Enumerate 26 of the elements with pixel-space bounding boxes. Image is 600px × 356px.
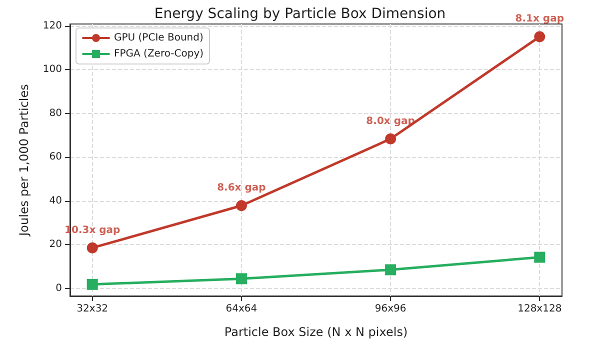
y-tick-label: 0 [56,282,62,294]
point [385,133,396,144]
legend-label: GPU (PCIe Bound) [114,32,204,44]
y-tick-label: 40 [49,195,62,206]
point [86,278,98,290]
x-tick-label: 128x128 [518,304,562,314]
point [534,31,546,42]
x-tick-label: 32x32 [76,304,108,314]
y-axis-title: Joules per 1,000 Particles [17,84,31,237]
x-axis-title: Particle Box Size (N x N pixels) [224,325,408,339]
y-tick-label: 100 [42,64,62,76]
y-tick-label: 80 [49,108,62,119]
point [86,242,98,254]
y-tick-label: 120 [42,20,62,32]
x-tick-label: 64x64 [226,304,258,314]
y-tick-label: 20 [49,239,62,250]
point [236,200,247,212]
point [385,264,396,276]
point [236,273,247,284]
point [534,252,546,263]
annotation: 8.1x gap [515,14,564,25]
chart-title: Energy Scaling by Particle Box Dimension [154,6,446,22]
annotation: 8.6x gap [217,182,266,194]
x-tick-label: 96x96 [374,304,406,314]
y-tick-label: 60 [49,152,62,163]
legend-label: FPGA (Zero-Copy) [114,48,204,60]
